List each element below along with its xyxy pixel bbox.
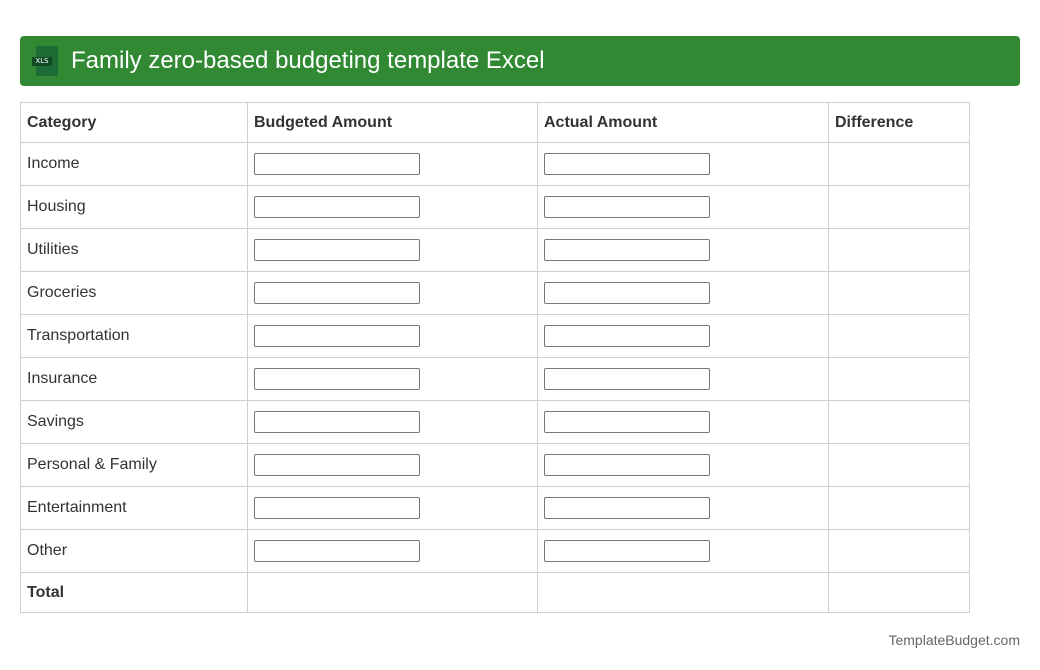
budgeted-amount-input[interactable] — [254, 239, 420, 261]
table-row: Income — [20, 142, 970, 186]
category-label: Housing — [20, 185, 248, 229]
column-header: Category — [20, 102, 248, 143]
table-row: Savings — [20, 400, 970, 444]
table-row: Entertainment — [20, 486, 970, 530]
difference-cell — [828, 314, 970, 358]
actual-amount-input[interactable] — [544, 153, 710, 175]
category-label: Transportation — [20, 314, 248, 358]
table-row: Transportation — [20, 314, 970, 358]
table-row: Personal & Family — [20, 443, 970, 487]
budgeted-amount-input[interactable] — [254, 497, 420, 519]
actual-amount-input[interactable] — [544, 196, 710, 218]
category-label: Entertainment — [20, 486, 248, 530]
category-label: Groceries — [20, 271, 248, 315]
table-row: Other — [20, 529, 970, 573]
table-row: Insurance — [20, 357, 970, 401]
total-row: Total — [20, 572, 970, 613]
actual-amount-input[interactable] — [544, 239, 710, 261]
xls-file-icon: XLS — [32, 46, 60, 76]
category-label: Personal & Family — [20, 443, 248, 487]
difference-cell — [828, 529, 970, 573]
actual-amount-input[interactable] — [544, 497, 710, 519]
difference-cell — [828, 142, 970, 186]
budgeted-amount-input[interactable] — [254, 368, 420, 390]
difference-cell — [828, 400, 970, 444]
difference-cell — [828, 228, 970, 272]
budgeted-amount-input[interactable] — [254, 540, 420, 562]
category-label: Other — [20, 529, 248, 573]
budgeted-amount-input[interactable] — [254, 282, 420, 304]
category-label: Insurance — [20, 357, 248, 401]
budgeted-amount-input[interactable] — [254, 325, 420, 347]
total-cell — [247, 572, 538, 613]
category-label: Utilities — [20, 228, 248, 272]
title-bar: XLS Family zero-based budgeting template… — [20, 36, 1020, 86]
budget-table: Category Budgeted Amount Actual Amount Diff… — [20, 102, 970, 613]
budgeted-amount-input[interactable] — [254, 411, 420, 433]
actual-amount-input[interactable] — [544, 282, 710, 304]
column-header: Difference — [828, 102, 970, 143]
total-cell — [828, 572, 970, 613]
table-row: Groceries — [20, 271, 970, 315]
difference-cell — [828, 271, 970, 315]
category-label: Income — [20, 142, 248, 186]
budgeted-amount-input[interactable] — [254, 454, 420, 476]
actual-amount-input[interactable] — [544, 325, 710, 347]
category-label: Savings — [20, 400, 248, 444]
budgeted-amount-input[interactable] — [254, 153, 420, 175]
difference-cell — [828, 486, 970, 530]
difference-cell — [828, 357, 970, 401]
table-row: Utilities — [20, 228, 970, 272]
total-label: Total — [20, 572, 248, 613]
column-header: Budgeted Amount — [247, 102, 538, 143]
difference-cell — [828, 185, 970, 229]
actual-amount-input[interactable] — [544, 368, 710, 390]
brand-footer: TemplateBudget.com — [888, 632, 1020, 648]
actual-amount-input[interactable] — [544, 411, 710, 433]
table-row: Housing — [20, 185, 970, 229]
total-cell — [537, 572, 829, 613]
difference-cell — [828, 443, 970, 487]
budgeted-amount-input[interactable] — [254, 196, 420, 218]
page-title: Family zero-based budgeting template Exc… — [71, 47, 545, 74]
column-header: Actual Amount — [537, 102, 829, 143]
actual-amount-input[interactable] — [544, 540, 710, 562]
actual-amount-input[interactable] — [544, 454, 710, 476]
